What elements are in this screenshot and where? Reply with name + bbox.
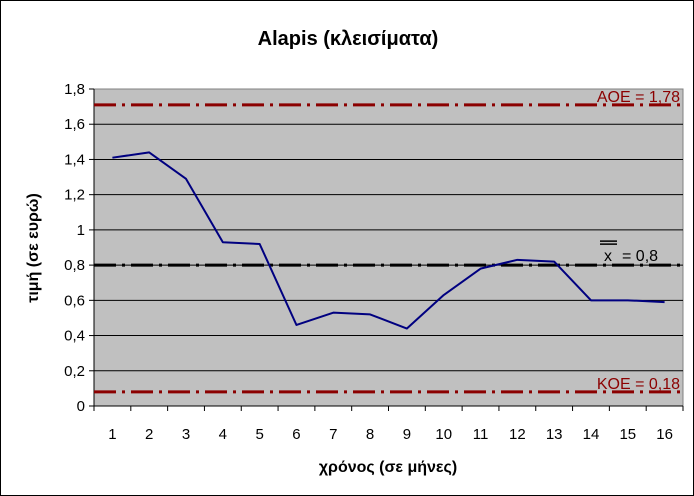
x-tick-label: 14	[583, 426, 600, 443]
reference-symbol: x	[604, 248, 612, 265]
y-axis-title: τιμή (σε ευρώ)	[25, 193, 42, 303]
x-tick-label: 3	[182, 426, 190, 443]
y-tick-label: 1,8	[64, 81, 85, 98]
y-axis-ticks: 0 0,2 0,4 0,6 0,8 1 1,2 1,4 1,6 1,8	[64, 81, 95, 415]
x-tick-label: 12	[509, 426, 526, 443]
plot-area	[93, 88, 684, 407]
y-tick-label: 1,2	[64, 187, 85, 204]
reference-lines: AOE = 1,78 x = 0,8 KOE = 0,18	[94, 89, 683, 394]
y-tick-label: 0,4	[64, 328, 85, 345]
x-tick-label: 1	[108, 426, 116, 443]
y-tick-label: 0,6	[64, 292, 85, 309]
y-tick-label: 1	[77, 222, 85, 239]
y-tick-label: 1,4	[64, 151, 85, 168]
y-tick-label: 0,2	[64, 363, 85, 380]
series-line	[112, 151, 665, 330]
reference-label: = 0,8	[622, 248, 658, 265]
x-axis-title: χρόνος (σε μήνες)	[319, 459, 457, 476]
x-tick-label: 5	[255, 426, 263, 443]
x-tick-label: 15	[619, 426, 636, 443]
x-tick-label: 8	[366, 426, 374, 443]
y-tick-label: 1,6	[64, 116, 85, 133]
x-tick-label: 9	[403, 426, 411, 443]
chart-title: Alapis (κλεισίματα)	[258, 28, 439, 50]
x-tick-label: 10	[435, 426, 452, 443]
x-tick-label: 4	[219, 426, 227, 443]
reference-label: KOE = 0,18	[597, 376, 680, 393]
x-tick-label: 16	[656, 426, 673, 443]
y-tick-label: 0,8	[64, 257, 85, 274]
series-group	[112, 151, 665, 330]
x-tick-label: 6	[292, 426, 300, 443]
x-tick-label: 11	[473, 426, 489, 443]
x-axis-ticks: 1 2 3 4 5 6 7 8 9 10 11 12 13 14 15 16	[93, 405, 684, 443]
reference-label: AOE = 1,78	[597, 89, 680, 106]
y-tick-label: 0	[77, 398, 85, 415]
x-tick-label: 2	[145, 426, 153, 443]
x-tick-label: 7	[329, 426, 337, 443]
x-tick-label: 13	[546, 426, 563, 443]
gridlines	[94, 123, 683, 372]
